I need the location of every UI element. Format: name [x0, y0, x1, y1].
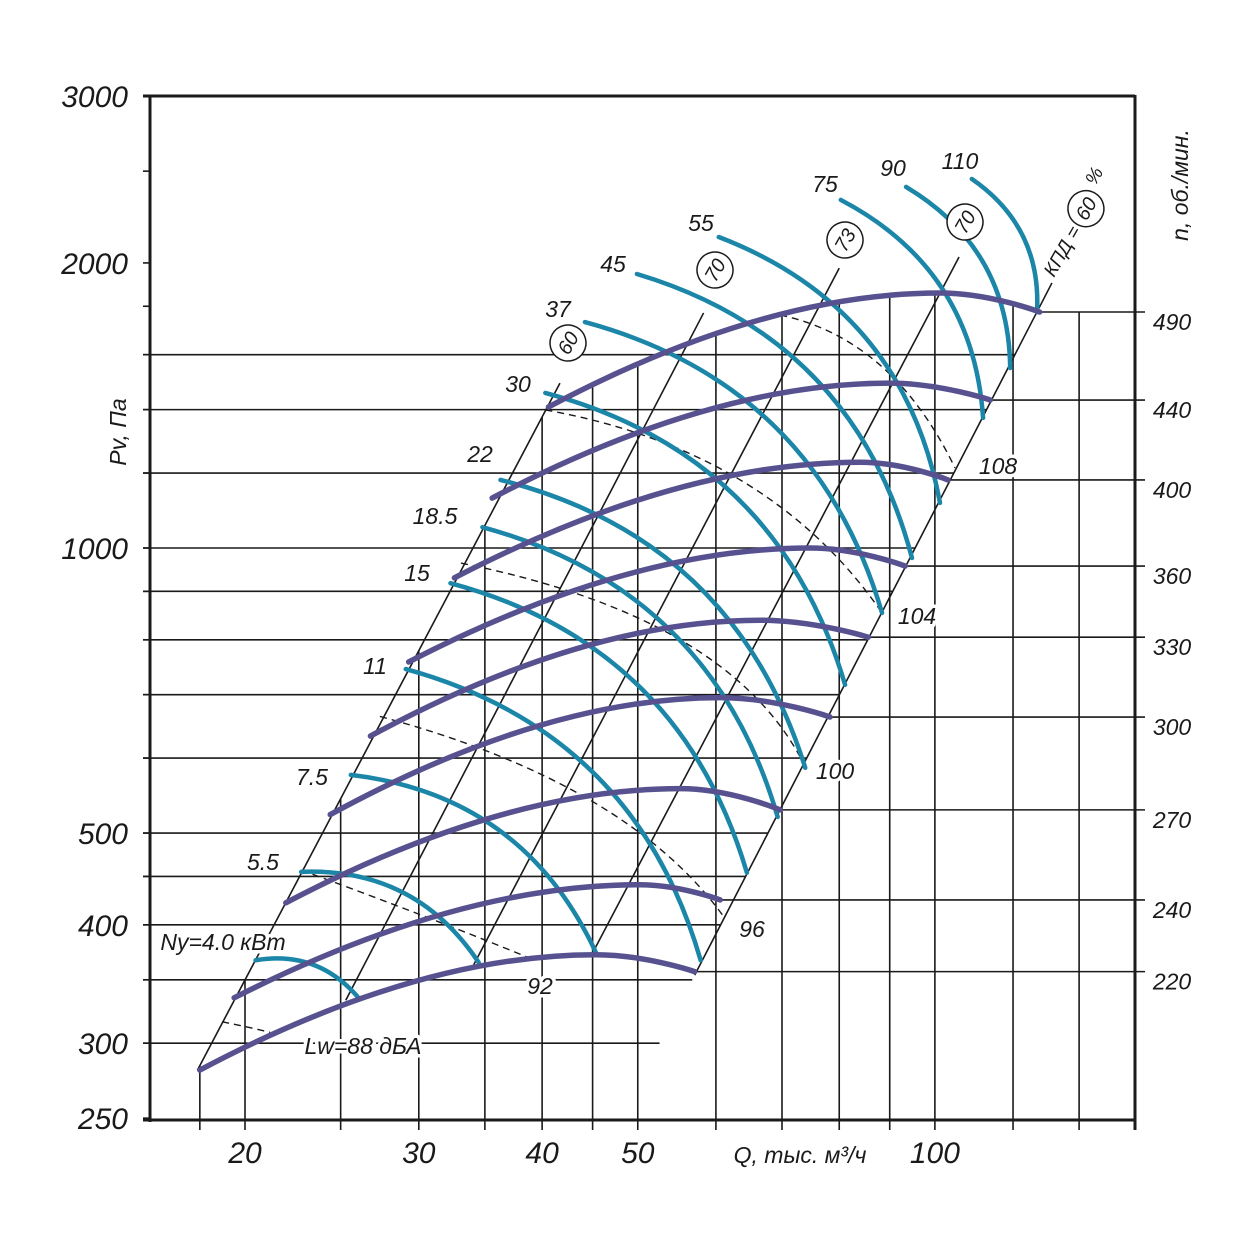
rpm-label: 360	[1153, 563, 1192, 589]
power-label: 90	[880, 155, 906, 181]
noise-curve	[379, 715, 725, 918]
rpm-label: 240	[1152, 897, 1192, 923]
power-curve	[298, 869, 481, 965]
noise-label: Lw=88 дБА	[304, 1033, 421, 1059]
efficiency-circle	[1067, 189, 1105, 228]
power-curve	[480, 524, 780, 820]
rpm-label: 400	[1153, 477, 1192, 503]
efficiency-title: КПД =	[1040, 223, 1086, 281]
power-label: 30	[505, 371, 531, 397]
power-label: 45	[600, 251, 626, 277]
power-label: 7.5	[296, 764, 328, 790]
power-label: 15	[404, 560, 430, 586]
efficiency-badge: 70	[946, 203, 984, 241]
speed-curve	[405, 545, 908, 665]
y-axis-title: Pv, Па	[105, 398, 131, 465]
power-curve	[543, 390, 848, 688]
y-tick-label: 2000	[60, 248, 128, 281]
y-tick-label: 250	[77, 1103, 128, 1136]
power-label: 110	[942, 148, 979, 174]
noise-curve	[545, 409, 881, 611]
noise-label: 108	[979, 453, 1018, 479]
efficiency-badge: 73	[826, 221, 864, 259]
efficiency-circle	[946, 203, 984, 241]
rpm-label: 490	[1153, 309, 1192, 335]
efficiency-badge: 70	[696, 251, 734, 289]
rpm-label: 270	[1152, 807, 1192, 833]
x-tick-label: 40	[525, 1137, 559, 1170]
speed-curve	[197, 951, 698, 1073]
power-label: Ny=4.0 кВт	[160, 929, 285, 955]
x-tick-label: 30	[402, 1137, 436, 1170]
efficiency-circle	[826, 221, 864, 259]
y-tick-label: 3000	[61, 81, 128, 114]
noise-curve	[300, 869, 528, 958]
noise-curve	[221, 1021, 271, 1034]
speed-curve	[283, 785, 783, 906]
efficiency-badge: 60	[549, 324, 587, 362]
speed-curve	[367, 617, 871, 739]
x-tick-label: 50	[621, 1137, 655, 1170]
efficiency-line	[590, 256, 960, 956]
y-tick-label: 400	[78, 910, 128, 943]
speed-curve	[451, 459, 951, 581]
rpm-label: 440	[1153, 397, 1192, 423]
efficiency-circle	[549, 324, 587, 362]
rpm-label: 330	[1153, 634, 1192, 660]
power-curve	[969, 176, 1040, 315]
power-curve	[716, 234, 943, 506]
speed-curves	[197, 290, 1043, 1073]
efficiency-line	[196, 382, 561, 1071]
noise-label: 92	[527, 973, 553, 999]
efficiency-unit: %	[1081, 164, 1108, 189]
power-label: 11	[363, 653, 387, 679]
power-label: 37	[545, 296, 572, 322]
x-tick-label: 100	[910, 1137, 960, 1170]
rpm-label: 300	[1153, 714, 1192, 740]
power-label: 75	[812, 171, 838, 197]
noise-curve	[780, 314, 956, 469]
power-label: 55	[688, 210, 714, 236]
speed-curve	[231, 881, 723, 1001]
noise-label: 96	[739, 916, 765, 942]
power-label: 22	[466, 441, 493, 467]
power-curve	[448, 580, 750, 876]
efficiency-title-group: КПД =60%	[1040, 164, 1108, 281]
speed-curve	[327, 694, 833, 818]
power-curves	[253, 176, 1040, 999]
labels: 60 70 73 70 КПД =60% Lw=88 дБА 92 96 100 104 108 Ny…	[157, 145, 1192, 1063]
speed-curve	[489, 380, 994, 501]
y-tick-label: 1000	[61, 533, 128, 566]
x-axis-title: Q, тыс. м³/ч	[734, 1142, 867, 1168]
power-curve	[838, 197, 986, 421]
efficiency-circle	[696, 251, 734, 289]
power-label: 18.5	[413, 503, 458, 529]
rpm-label: 220	[1152, 969, 1192, 995]
efficiency-lines	[196, 256, 1053, 1071]
power-curve	[498, 477, 808, 771]
grid-lines	[143, 293, 1145, 1130]
speed-curve	[545, 290, 1043, 410]
noise-label: 104	[898, 603, 936, 629]
y-tick-label: 500	[78, 818, 128, 851]
noise-label: 100	[816, 758, 855, 784]
power-label: 5.5	[247, 849, 279, 875]
efficiency-line	[345, 312, 705, 1001]
y-tick-label: 300	[78, 1028, 128, 1061]
power-curve	[634, 271, 915, 561]
x-tick-label: 20	[227, 1137, 262, 1170]
axes: 3000 2000 1000 500 400 300 250 20 30 40 50 100	[60, 81, 1137, 1170]
power-curve	[903, 184, 1013, 371]
y2-axis-title: n, об./мин.	[1167, 129, 1193, 241]
